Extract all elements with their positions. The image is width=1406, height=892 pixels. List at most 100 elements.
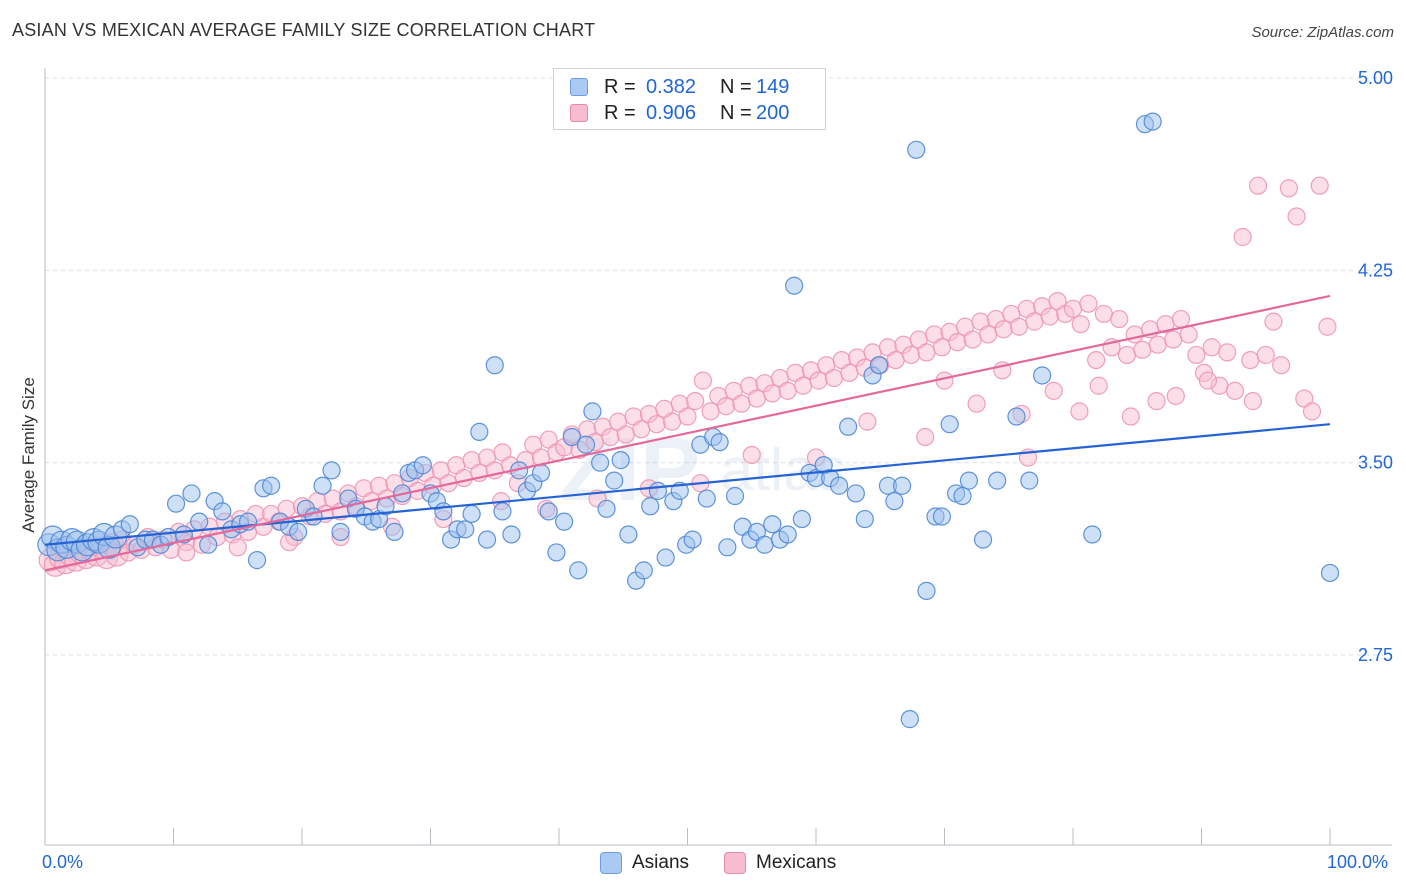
asian-point bbox=[199, 535, 218, 554]
asian-point bbox=[959, 471, 979, 490]
mexican-point bbox=[809, 371, 828, 390]
mexican-point bbox=[1089, 376, 1108, 395]
r-label: R = bbox=[604, 75, 636, 98]
mexican-point bbox=[1133, 340, 1152, 359]
legend-item-mexicans[interactable]: Mexicans bbox=[724, 852, 836, 874]
points-layer bbox=[37, 112, 1340, 729]
mexican-point bbox=[901, 345, 921, 365]
asians-n-value: 149 bbox=[756, 75, 790, 98]
mexican-point bbox=[686, 392, 705, 411]
asian-point bbox=[502, 525, 521, 544]
asian-point bbox=[778, 525, 797, 544]
mexican-point bbox=[1202, 338, 1221, 357]
asian-point bbox=[697, 489, 716, 508]
mexican-point bbox=[632, 420, 651, 439]
y-tick-label: 3.50 bbox=[1358, 453, 1393, 473]
asian-point bbox=[1083, 525, 1102, 544]
asian-point bbox=[830, 476, 849, 495]
mexican-point bbox=[1318, 317, 1337, 336]
asian-point bbox=[331, 522, 350, 542]
asian-point bbox=[1033, 366, 1052, 385]
mexican-point bbox=[1302, 402, 1322, 421]
mexican-point bbox=[1243, 392, 1263, 411]
asian-point bbox=[120, 515, 139, 534]
mexican-point bbox=[948, 333, 967, 352]
asian-point bbox=[641, 497, 660, 516]
asian-point bbox=[611, 451, 630, 470]
asian-point bbox=[855, 509, 874, 529]
asian-point bbox=[262, 476, 281, 495]
mexican-point bbox=[840, 363, 859, 383]
asian-point bbox=[562, 427, 581, 447]
asian-point bbox=[470, 422, 489, 441]
asian-point bbox=[313, 476, 332, 495]
asian-point bbox=[755, 535, 774, 554]
asian-point bbox=[462, 504, 481, 524]
mexican-point bbox=[794, 376, 813, 395]
asian-point bbox=[846, 484, 865, 503]
asian-point bbox=[683, 530, 702, 549]
asian-point bbox=[166, 494, 186, 513]
mexican-point bbox=[616, 425, 635, 444]
mexican-point bbox=[1025, 312, 1044, 331]
asian-point bbox=[591, 453, 610, 472]
n-label: N = bbox=[720, 75, 752, 98]
mexicans-swatch bbox=[570, 104, 588, 122]
mexican-point bbox=[1087, 350, 1106, 370]
mexican-point bbox=[963, 330, 982, 349]
asian-point bbox=[1320, 563, 1340, 583]
mexican-point bbox=[1070, 402, 1089, 421]
asians-r-value: 0.382 bbox=[646, 75, 697, 98]
mexican-point bbox=[1272, 356, 1291, 375]
asian-point bbox=[182, 484, 201, 503]
chart-title: ASIAN VS MEXICAN AVERAGE FAMILY SIZE COR… bbox=[12, 20, 596, 40]
mexican-point bbox=[1063, 299, 1083, 318]
mexican-point bbox=[763, 384, 782, 403]
asian-point bbox=[583, 402, 602, 421]
mexican-point bbox=[601, 427, 620, 447]
mexican-point bbox=[1310, 176, 1329, 195]
asian-point bbox=[718, 538, 737, 557]
asian-point bbox=[485, 356, 504, 375]
mexican-point bbox=[1125, 325, 1144, 344]
mexican-point bbox=[1044, 381, 1063, 400]
asian-point bbox=[869, 356, 889, 375]
mexican-point bbox=[1148, 335, 1167, 354]
asian-point bbox=[907, 140, 926, 159]
mexican-point bbox=[716, 397, 736, 416]
mexican-point bbox=[701, 402, 720, 421]
asian-point bbox=[917, 581, 936, 600]
y-tick-label: 2.75 bbox=[1358, 645, 1393, 665]
mexicans-r-value: 0.906 bbox=[646, 101, 697, 124]
mexican-point bbox=[1079, 294, 1098, 313]
correlation-legend: R = 0.382 N = 149 R = 0.906 N = 200 bbox=[553, 68, 826, 130]
mexican-point bbox=[678, 407, 697, 426]
asian-point bbox=[413, 456, 432, 475]
asian-point bbox=[547, 543, 566, 562]
y-tick-label: 4.25 bbox=[1358, 260, 1393, 280]
legend-item-asians[interactable]: Asians bbox=[600, 852, 689, 874]
grid-layer bbox=[45, 77, 1392, 656]
mexicans-trend-line bbox=[44, 294, 1331, 572]
mexican-point bbox=[917, 343, 936, 362]
x-tick-label-min: 0.0% bbox=[42, 852, 84, 872]
axis-layer bbox=[44, 68, 1392, 846]
mexican-point bbox=[1279, 179, 1298, 198]
mexican-point bbox=[1256, 345, 1275, 365]
mexican-point bbox=[747, 389, 766, 408]
source-label: Source: ZipAtlas.com bbox=[1251, 24, 1394, 41]
mexican-point bbox=[1248, 176, 1268, 195]
asian-point bbox=[656, 548, 675, 567]
asian-point bbox=[605, 471, 624, 490]
mexicans-legend-label: Mexicans bbox=[756, 852, 837, 873]
mexican-point bbox=[1166, 386, 1185, 406]
asian-point bbox=[988, 471, 1007, 490]
mexican-point bbox=[1264, 312, 1283, 331]
asian-point bbox=[1020, 471, 1039, 490]
asian-point bbox=[940, 415, 959, 434]
asian-point bbox=[710, 433, 729, 452]
mexican-point bbox=[1121, 407, 1140, 426]
asian-point bbox=[634, 561, 653, 580]
asian-point bbox=[456, 520, 475, 539]
